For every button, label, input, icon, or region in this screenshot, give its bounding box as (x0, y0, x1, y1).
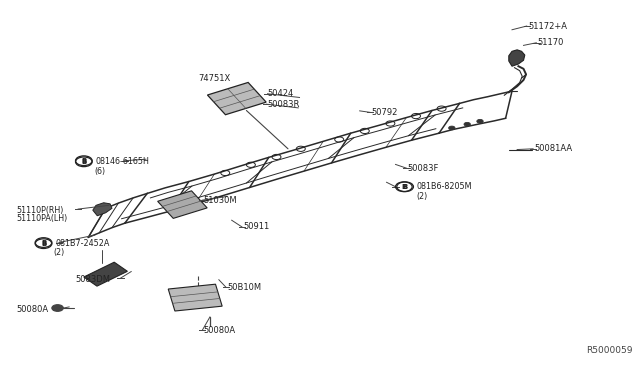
Text: 51030M: 51030M (204, 196, 237, 205)
Circle shape (477, 119, 483, 123)
Text: B: B (41, 240, 46, 246)
Text: 50080A: 50080A (204, 326, 236, 335)
Text: 50B10M: 50B10M (227, 283, 261, 292)
Text: 51172+A: 51172+A (528, 22, 567, 31)
Text: 5083DM: 5083DM (76, 275, 111, 284)
Text: 50083R: 50083R (268, 100, 300, 109)
Text: B: B (401, 184, 406, 190)
Text: 50424: 50424 (268, 89, 294, 98)
Polygon shape (157, 191, 207, 218)
Polygon shape (93, 203, 112, 216)
Text: 50911: 50911 (243, 222, 269, 231)
Circle shape (464, 122, 470, 126)
Polygon shape (84, 262, 127, 286)
Text: (2): (2) (53, 248, 65, 257)
Text: B: B (81, 159, 86, 165)
Text: 51170: 51170 (538, 38, 564, 47)
Text: (6): (6) (95, 167, 106, 176)
Circle shape (449, 126, 455, 130)
Text: 51110PA(LH): 51110PA(LH) (16, 214, 67, 223)
Text: 08146-6165H: 08146-6165H (95, 157, 149, 166)
Text: 74751X: 74751X (198, 74, 230, 83)
Text: (2): (2) (416, 192, 428, 201)
Text: 50083F: 50083F (408, 164, 439, 173)
Text: B: B (403, 184, 408, 190)
Text: 51110P(RH): 51110P(RH) (16, 206, 63, 215)
Text: R5000059: R5000059 (586, 346, 632, 355)
Text: B: B (41, 241, 46, 247)
Text: 50080A: 50080A (16, 305, 48, 314)
Text: 50792: 50792 (371, 108, 397, 117)
Text: B: B (81, 158, 86, 164)
Circle shape (52, 305, 63, 311)
Polygon shape (168, 284, 222, 311)
Text: 081B7-2452A: 081B7-2452A (55, 239, 109, 248)
Polygon shape (509, 50, 525, 66)
Text: 50081AA: 50081AA (534, 144, 573, 153)
Polygon shape (207, 83, 266, 115)
Text: 081B6-8205M: 081B6-8205M (417, 182, 472, 191)
